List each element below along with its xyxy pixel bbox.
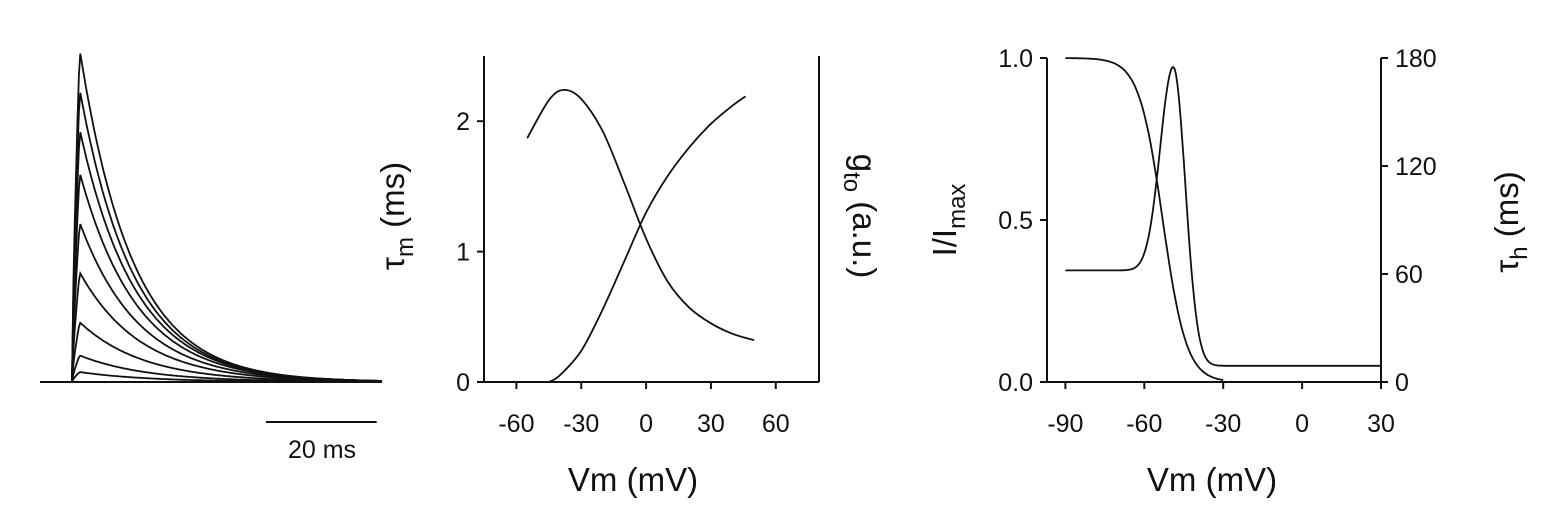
current-trace	[71, 223, 382, 383]
ylabel-rest: (ms)	[1488, 171, 1525, 246]
left-y-axis-label: τm (ms)	[374, 162, 419, 270]
y-tick-label: 1.0	[998, 45, 1033, 73]
ylabel-base: I/I	[926, 229, 963, 257]
ylabel-sub: max	[944, 184, 971, 229]
x-tick-label: -30	[1205, 410, 1241, 438]
current-trace	[71, 92, 383, 383]
activation-ticks: -60 -30 0 30 60 0 1 2	[456, 108, 790, 438]
x-tick-label: -60	[1126, 410, 1162, 438]
inactivation-curves	[1065, 57, 1381, 381]
y-tick-label: 0	[456, 369, 470, 397]
x-tick-label: -30	[563, 410, 599, 438]
y-tick-label: 2	[456, 108, 470, 136]
ylabel-sub: to	[838, 172, 865, 192]
current-traces-panel: 20 ms	[40, 53, 383, 464]
right-y-tick-label: 0	[1395, 369, 1409, 397]
x-tick-label: 30	[1367, 410, 1395, 438]
trace-group	[71, 53, 383, 383]
ylabel-base: τ	[1488, 260, 1525, 273]
x-tick-label: 30	[697, 410, 725, 438]
right-y-tick-label: 180	[1395, 45, 1437, 73]
x-axis-label: Vm (mV)	[1147, 461, 1277, 498]
current-trace	[71, 53, 382, 383]
x-tick-label: 0	[1295, 410, 1309, 438]
ylabel-base: g	[846, 154, 883, 172]
right-y-axis-label: gto (a.u.)	[838, 154, 883, 279]
x-axis-label: Vm (mV)	[568, 461, 698, 498]
inactivation-curve	[1065, 57, 1224, 381]
x-tick-label: -60	[498, 410, 534, 438]
ylabel-sub: h	[1506, 246, 1533, 259]
y-tick-label: 1	[456, 239, 470, 267]
ylabel-sub: m	[392, 237, 419, 257]
right-y-tick-label: 120	[1395, 153, 1437, 181]
right-y-tick-label: 60	[1395, 261, 1423, 289]
y-tick-label: 0.5	[998, 207, 1033, 235]
x-tick-label: -90	[1047, 410, 1083, 438]
scale-bar-label: 20 ms	[288, 436, 356, 464]
ylabel-rest: (a.u.)	[846, 192, 883, 278]
y-tick-label: 0.0	[998, 369, 1033, 397]
ylabel-rest: (ms)	[374, 162, 411, 237]
right-y-axis-label: τh (ms)	[1488, 171, 1533, 273]
x-tick-label: 60	[762, 410, 790, 438]
tau-m-curve	[526, 88, 755, 342]
ylabel-base: τ	[374, 257, 411, 270]
gto-curve	[548, 95, 747, 383]
activation-curves	[526, 88, 755, 383]
current-trace	[71, 174, 383, 383]
tau-h-curve	[1065, 65, 1381, 367]
current-trace	[71, 371, 382, 383]
left-y-axis-label: I/Imax	[926, 184, 971, 257]
activation-panel: -60 -30 0 30 60 0 1 2 Vm (mV) τm (ms) gto (a.u.…	[374, 56, 883, 498]
x-tick-label: 0	[639, 410, 653, 438]
current-trace	[71, 132, 382, 383]
